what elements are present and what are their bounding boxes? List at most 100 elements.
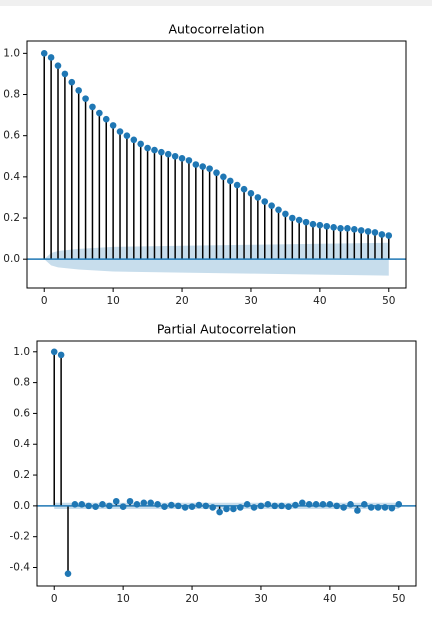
- marker: [337, 225, 344, 232]
- marker: [161, 503, 168, 510]
- marker: [223, 505, 230, 513]
- marker: [96, 109, 103, 117]
- marker: [333, 502, 341, 510]
- marker: [202, 502, 210, 510]
- marker: [312, 501, 320, 508]
- marker: [374, 504, 382, 511]
- marker: [64, 570, 72, 577]
- y-tick-label: 0.2: [13, 469, 30, 481]
- chart-title: Autocorrelation: [168, 22, 264, 37]
- marker: [147, 499, 154, 507]
- x-tick-label: 30: [244, 295, 257, 307]
- marker: [171, 152, 179, 160]
- marker: [154, 501, 161, 508]
- confidence-band: [44, 259, 389, 276]
- marker: [247, 190, 255, 197]
- marker: [61, 70, 69, 78]
- marker: [330, 223, 337, 231]
- marker: [209, 504, 217, 511]
- y-tick-label: 0.4: [3, 171, 20, 183]
- x-tick-label: 10: [106, 295, 119, 307]
- y-tick-label: -0.2: [10, 531, 31, 543]
- marker: [351, 226, 358, 233]
- marker: [116, 128, 124, 135]
- marker: [75, 87, 82, 94]
- x-tick-label: 10: [116, 593, 129, 605]
- y-tick-label: 0.8: [3, 89, 20, 101]
- y-tick-label: 1.0: [13, 346, 30, 358]
- confidence-band: [54, 502, 399, 506]
- marker: [364, 228, 372, 235]
- y-tick-label: 0.6: [13, 407, 30, 419]
- y-tick-label: 1.0: [3, 47, 20, 59]
- marker: [195, 501, 203, 509]
- marker: [385, 232, 393, 239]
- marker: [326, 501, 334, 508]
- marker: [220, 173, 227, 181]
- y-tick-label: 0.6: [3, 130, 20, 142]
- marker: [371, 229, 379, 236]
- marker: [305, 501, 313, 508]
- y-tick-label: -0.4: [10, 562, 31, 574]
- x-tick-label: 30: [254, 593, 267, 605]
- x-tick-label: 20: [175, 295, 188, 307]
- axes-frame: [26, 40, 407, 289]
- marker: [367, 504, 375, 511]
- marker: [388, 504, 396, 512]
- x-tick-label: 20: [185, 593, 198, 605]
- x-tick-label: 40: [323, 593, 336, 605]
- marker: [316, 221, 324, 229]
- marker: [85, 502, 92, 510]
- marker: [264, 501, 272, 508]
- marker: [295, 216, 303, 224]
- x-tick-label: 0: [51, 593, 58, 605]
- marker: [240, 185, 248, 193]
- marker: [119, 503, 127, 510]
- y-tick-label: 0.8: [13, 377, 30, 389]
- marker: [344, 225, 351, 232]
- marker: [178, 155, 186, 162]
- marker: [319, 501, 327, 508]
- marker: [199, 163, 207, 170]
- marker: [92, 503, 99, 510]
- marker: [102, 115, 110, 123]
- marker: [302, 218, 310, 226]
- marker: [361, 501, 368, 508]
- marker: [216, 508, 223, 516]
- marker: [243, 501, 251, 508]
- marker: [137, 140, 144, 148]
- axes-frame: [36, 340, 417, 587]
- marker: [130, 136, 138, 144]
- marker: [126, 497, 134, 505]
- marker: [257, 502, 265, 510]
- marker: [206, 165, 213, 172]
- marker: [112, 497, 120, 505]
- marker: [289, 214, 296, 222]
- marker: [123, 132, 131, 139]
- marker: [40, 50, 48, 57]
- marker: [230, 505, 237, 513]
- marker: [158, 148, 165, 156]
- marker: [78, 501, 86, 508]
- y-tick-label: 0.2: [3, 212, 20, 224]
- marker: [71, 501, 79, 508]
- marker: [168, 501, 175, 509]
- marker: [271, 502, 279, 510]
- marker: [395, 501, 403, 508]
- marker: [54, 62, 62, 69]
- marker: [50, 348, 58, 356]
- marker: [89, 103, 96, 111]
- y-tick-label: 0.0: [3, 253, 20, 265]
- x-tick-label: 0: [41, 295, 48, 307]
- marker: [68, 78, 76, 86]
- marker: [357, 227, 365, 234]
- marker: [106, 502, 113, 510]
- marker: [347, 501, 354, 508]
- marker: [250, 504, 258, 511]
- x-tick-label: 40: [313, 295, 326, 307]
- marker: [354, 507, 361, 514]
- marker: [99, 501, 106, 508]
- marker: [188, 503, 196, 510]
- marker: [285, 503, 292, 510]
